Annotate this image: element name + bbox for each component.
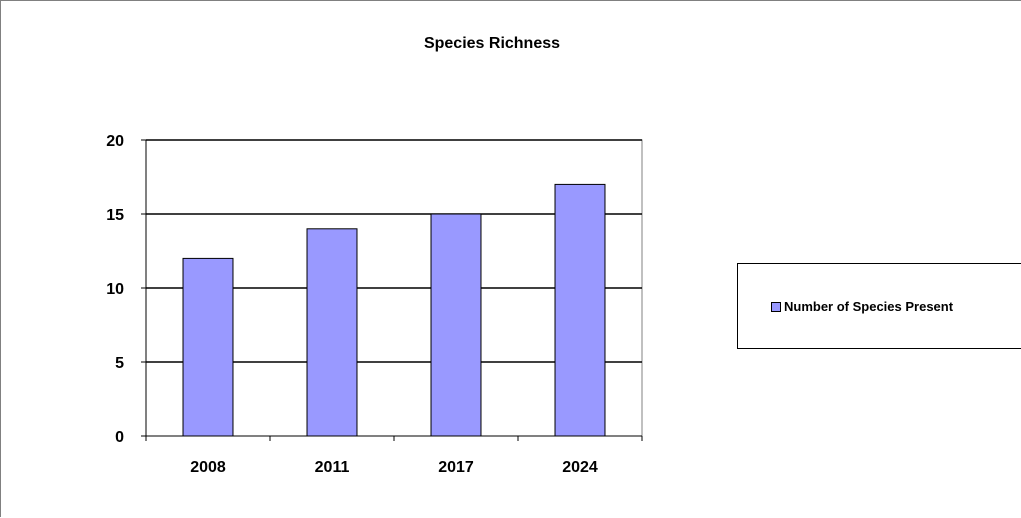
y-tick-label: 0 [115,429,124,446]
y-tick-label: 5 [115,355,124,372]
x-tick-label: 2024 [562,459,598,476]
x-tick-label: 2017 [438,459,474,476]
x-tick-label: 2011 [315,459,350,476]
legend-swatch [771,302,781,312]
y-tick-label: 20 [106,133,124,150]
chart-title: Species Richness [424,35,560,52]
legend-label: Number of Species Present [784,299,954,314]
y-tick-label: 10 [106,281,124,298]
bar [306,228,358,437]
y-tick-label: 15 [106,207,124,224]
bar [430,213,482,437]
bar [554,183,606,437]
bar [182,257,234,437]
legend: Number of Species Present [737,263,1021,349]
x-tick-label: 2008 [190,459,226,476]
